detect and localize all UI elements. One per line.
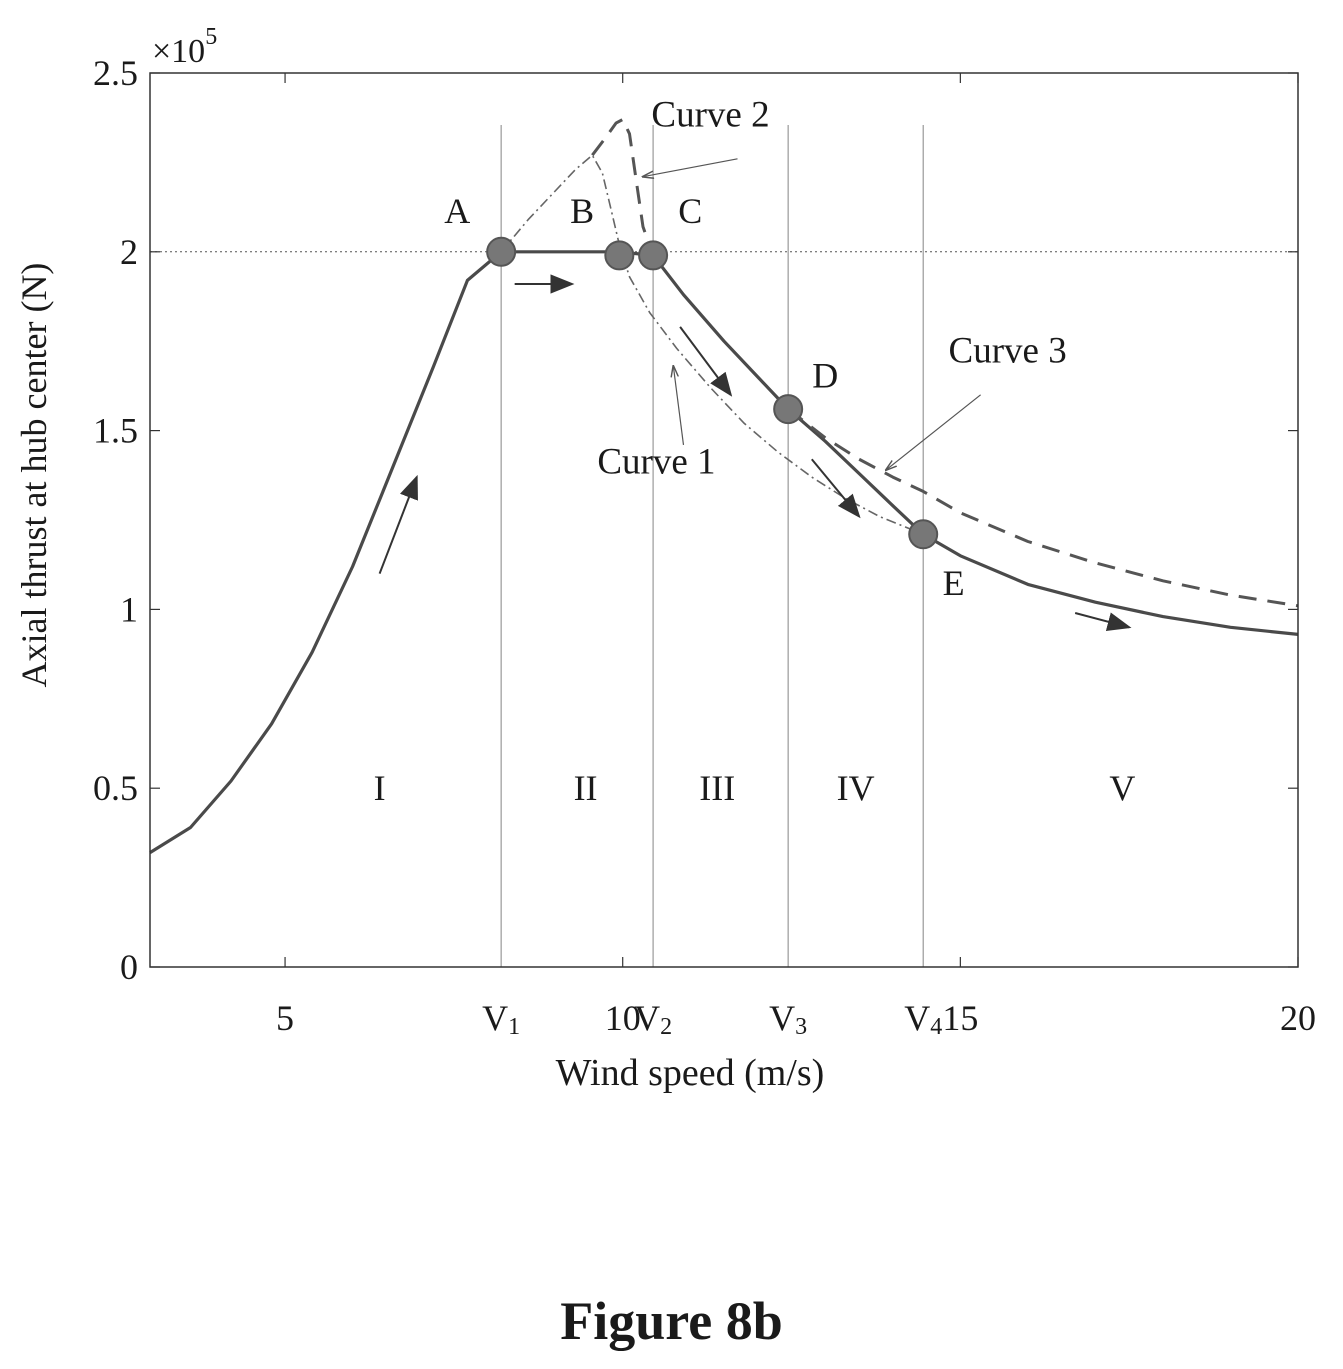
v-label-letter: V	[904, 998, 930, 1038]
series-layer	[149, 118, 1299, 854]
point-label-d: D	[812, 356, 838, 396]
figure-caption: Figure 8b	[560, 1291, 783, 1351]
x-tick-label-10: 10	[605, 998, 641, 1038]
curve-leader-3	[886, 394, 981, 470]
points-layer	[486, 236, 939, 550]
v-label-letter: V	[482, 998, 508, 1038]
point-c	[638, 240, 669, 271]
curve-label-1: Curve 2	[651, 95, 769, 136]
point-d	[773, 394, 804, 425]
direction-arrow-5	[1074, 612, 1132, 632]
direction-arrow-4	[811, 458, 861, 519]
plot-frame	[149, 72, 1299, 968]
curve-leader-1	[643, 158, 738, 177]
x-tick-label-20: 20	[1280, 998, 1316, 1038]
curve-label-3: Curve 3	[949, 331, 1067, 372]
region-label-5: V	[1109, 768, 1135, 808]
v-line-label-4: V4	[904, 998, 942, 1040]
v-label-subscript: 4	[930, 1014, 942, 1040]
y-tick-label-0.5: 0.5	[93, 768, 138, 808]
v-label-letter: V	[769, 998, 795, 1038]
y-tick-label-2.5: 2.5	[93, 53, 138, 93]
x-axis-label: Wind speed (m/s)	[556, 1052, 825, 1094]
y-tick-label-1.5: 1.5	[93, 411, 138, 451]
region-label-4: IV	[837, 768, 875, 808]
x-tick-label-5: 5	[276, 998, 294, 1038]
point-a	[486, 236, 517, 267]
y-tick-label-0: 0	[120, 947, 138, 987]
y-tick-label-2: 2	[120, 232, 138, 272]
v-label-subscript: 3	[795, 1014, 807, 1040]
y-tick-label-1: 1	[120, 589, 138, 629]
point-b	[604, 240, 635, 271]
x-tick-label-15: 15	[942, 998, 978, 1038]
v-line-label-3: V3	[769, 998, 807, 1040]
series-line-2	[500, 154, 924, 536]
direction-arrow-3	[679, 326, 733, 397]
v-label-subscript: 1	[508, 1014, 520, 1040]
v-label-letter: V	[634, 998, 660, 1038]
series-line-3	[591, 118, 655, 256]
y-multiplier-base: ×10	[152, 33, 205, 70]
curve-label-2: Curve 1	[597, 442, 715, 483]
y-multiplier-exponent: 5	[205, 24, 217, 50]
y-multiplier: ×105	[152, 24, 217, 70]
direction-arrows-layer	[378, 274, 1132, 632]
region-label-2: II	[574, 768, 598, 808]
v-label-subscript: 2	[660, 1014, 672, 1040]
curve-leader-2	[673, 366, 685, 445]
point-label-e: E	[943, 563, 965, 603]
point-label-c: C	[678, 191, 702, 231]
region-label-1: I	[374, 768, 386, 808]
point-e	[908, 519, 939, 550]
series-line-4	[787, 407, 1299, 608]
point-label-b: B	[570, 191, 594, 231]
v-line-label-1: V1	[482, 998, 520, 1040]
direction-arrow-1	[378, 474, 418, 574]
point-label-a: A	[444, 191, 470, 231]
y-axis-label: Axial thrust at hub center (N)	[14, 263, 54, 688]
series-line-1	[149, 250, 1299, 854]
v-line-label-2: V2	[634, 998, 672, 1040]
region-label-3: III	[699, 768, 735, 808]
